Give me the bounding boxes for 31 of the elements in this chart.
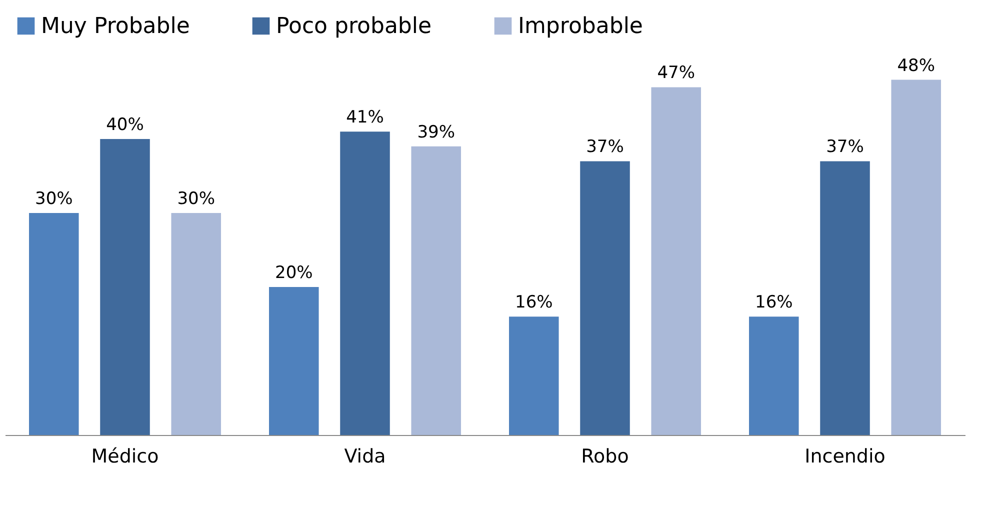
data-label: 39% [417,122,456,142]
bar [891,80,941,435]
legend-label: Improbable [518,14,643,39]
data-label: 30% [177,189,216,209]
data-label: 30% [34,189,73,209]
bar [820,161,870,435]
legend-label: Muy Probable [41,14,190,39]
data-label: 20% [274,263,313,283]
x-tick-label: Médico [91,446,159,468]
x-tick-label: Vida [344,446,386,468]
bar [269,287,319,435]
data-label: 40% [106,115,144,135]
bar [29,213,79,435]
bar [100,139,150,435]
bar [509,316,559,435]
data-label: 16% [514,292,553,313]
bar [411,146,461,435]
data-label: 41% [346,108,384,128]
data-label: 16% [754,292,793,313]
legend-label: Poco probable [276,14,432,39]
data-label: 47% [657,63,696,84]
data-label: 48% [897,56,936,76]
bar [580,161,630,435]
x-tick-label: Robo [581,446,629,468]
bar [651,87,701,435]
data-label: 37% [826,137,864,158]
bar [340,132,390,435]
data-label: 37% [586,137,624,158]
bar [749,316,799,435]
x-tick-label: Incendio [804,446,886,468]
bar [171,213,221,435]
